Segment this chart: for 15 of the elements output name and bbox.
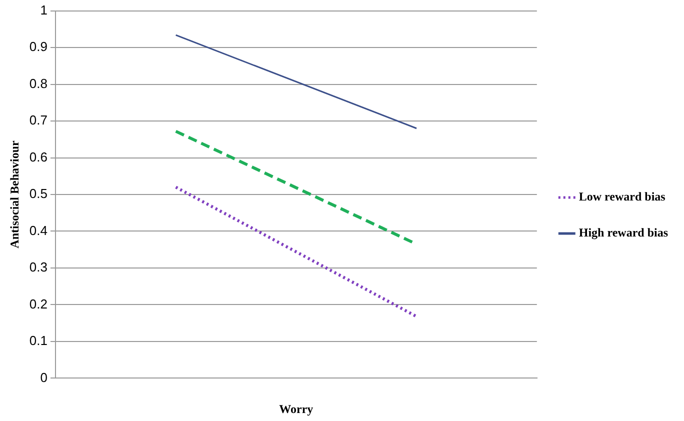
- y-tick-label: 1: [40, 2, 48, 18]
- y-tick-label: 0.5: [29, 186, 48, 202]
- legend-label: Low reward bias: [578, 190, 666, 204]
- x-axis-title: Worry: [279, 402, 314, 416]
- y-tick-label: 0.8: [29, 76, 48, 91]
- legend-label: High reward bias: [578, 226, 668, 240]
- y-tick-label: 0.1: [29, 333, 48, 348]
- y-tick-label: 0.9: [29, 39, 48, 54]
- y-axis-title: Antisocial Behaviour: [7, 140, 22, 248]
- y-tick-label: 0.6: [29, 149, 48, 164]
- y-tick-label: 0.7: [29, 112, 48, 128]
- y-tick-label: 0: [40, 370, 48, 385]
- y-tick-label: 0.2: [29, 296, 48, 312]
- y-tick-label: 0.4: [29, 222, 48, 238]
- y-tick-label: 0.3: [29, 260, 48, 275]
